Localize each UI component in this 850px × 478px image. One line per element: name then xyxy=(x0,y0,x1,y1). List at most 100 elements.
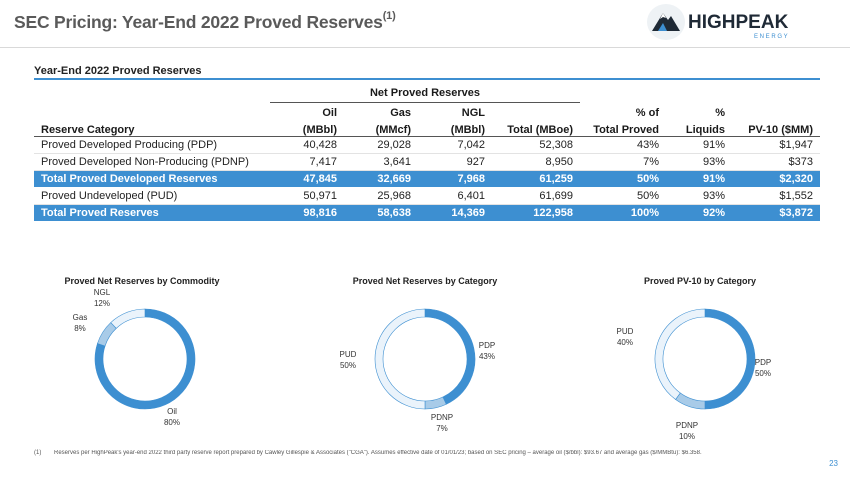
donut-label-gas: Gas 8% xyxy=(60,312,100,334)
column-header: PV-10 ($MM) xyxy=(732,119,820,137)
slice-percent: 12% xyxy=(93,299,110,308)
table-cell: 14,369 xyxy=(418,204,492,222)
column-header: (MBbl) xyxy=(270,119,344,137)
table-cell: $1,947 xyxy=(732,136,820,154)
proved-reserves-table: Net Proved Reserves Oil Gas NGL % of % R… xyxy=(34,85,820,222)
table-total-row: Total Proved Reserves 98,816 58,638 14,369 1… xyxy=(34,204,820,222)
column-header: % xyxy=(715,107,725,119)
donut-chart-pv10 xyxy=(654,308,756,410)
table-cell: 25,968 xyxy=(344,187,418,205)
slice-percent: 50% xyxy=(339,361,356,370)
table-cell: 3,641 xyxy=(344,153,418,171)
table-cell: 92% xyxy=(666,204,732,222)
table-cell: 61,259 xyxy=(492,170,580,188)
chart-title-commodity: Proved Net Reserves by Commodity xyxy=(64,276,220,286)
donut-label-oil: Oil 80% xyxy=(152,406,192,428)
slide-title: SEC Pricing: Year-End 2022 Proved Reserv… xyxy=(14,10,396,33)
table-total-row: Total Proved Developed Reserves 47,845 32,… xyxy=(34,170,820,188)
page-number: 23 xyxy=(829,459,838,468)
footnote-number: (1) xyxy=(34,450,42,456)
slice-percent: 8% xyxy=(74,324,86,333)
donut-label-pud: PUD 40% xyxy=(605,326,645,348)
column-header: (MBbl) xyxy=(418,119,492,137)
slice-percent: 43% xyxy=(478,352,495,361)
table-cell: 50% xyxy=(580,170,666,188)
slice-percent: 7% xyxy=(436,424,448,433)
donut-slice-pud xyxy=(654,308,706,400)
table-cell: 43% xyxy=(580,136,666,154)
table-cell: 7,417 xyxy=(270,153,344,171)
row-label: Proved Developed Non-Producing (PDNP) xyxy=(34,153,270,171)
table-cell: 40,428 xyxy=(270,136,344,154)
chart-title-pv10: Proved PV-10 by Category xyxy=(643,276,757,286)
title-text: SEC Pricing: Year-End 2022 Proved Reserv… xyxy=(14,12,383,32)
slide-header: SEC Pricing: Year-End 2022 Proved Reserv… xyxy=(0,0,850,46)
donut-chart-category xyxy=(374,308,476,410)
donut-label-pdnp: PDNP 7% xyxy=(422,412,462,434)
table-row: Proved Developed Producing (PDP) 40,428 29… xyxy=(34,136,820,154)
table-cell: 98,816 xyxy=(270,204,344,222)
table-cell: 50% xyxy=(580,187,666,205)
chart-title-category: Proved Net Reserves by Category xyxy=(352,276,498,286)
slice-percent: 50% xyxy=(754,369,771,378)
donut-label-pud: PUD 50% xyxy=(328,349,368,371)
column-header: (MMcf) xyxy=(344,119,418,137)
donut-slice-gas xyxy=(97,322,117,347)
column-header: Gas xyxy=(390,107,411,119)
table-cell: 8,950 xyxy=(492,153,580,171)
row-label: Total Proved Developed Reserves xyxy=(34,170,270,188)
slice-category: Gas xyxy=(72,313,88,322)
slice-percent: 80% xyxy=(163,418,180,427)
slice-category: PDP xyxy=(754,358,772,367)
table-cell: 61,699 xyxy=(492,187,580,205)
table-cell: 927 xyxy=(418,153,492,171)
highpeak-logo: HIGHPEAK E N E R G Y xyxy=(646,3,838,41)
table-cell: 58,638 xyxy=(344,204,418,222)
table-cell: 52,308 xyxy=(492,136,580,154)
table-cell: 122,958 xyxy=(492,204,580,222)
table-cell: 7% xyxy=(580,153,666,171)
column-header-row-1: Oil Gas NGL % of % xyxy=(34,102,820,119)
section-divider xyxy=(34,78,820,80)
donut-slice-pdnp xyxy=(675,392,706,410)
mountain-logo-icon: HIGHPEAK E N E R G Y xyxy=(647,4,789,40)
table-cell: 29,028 xyxy=(344,136,418,154)
column-header-row-2: Reserve Category (MBbl) (MMcf) (MBbl) To… xyxy=(34,119,820,137)
column-header: Reserve Category xyxy=(34,119,270,137)
logo-subtext: E N E R G Y xyxy=(754,34,788,40)
section-title: Year-End 2022 Proved Reserves xyxy=(34,65,202,77)
slice-category: NGL xyxy=(93,288,111,297)
table-cell: 50,971 xyxy=(270,187,344,205)
table-cell: 91% xyxy=(666,170,732,188)
slice-category: PUD xyxy=(616,327,634,336)
column-header: Liquids xyxy=(666,119,732,137)
table-cell: 100% xyxy=(580,204,666,222)
slice-category: Oil xyxy=(167,407,177,416)
donut-chart-commodity xyxy=(94,308,196,410)
table-cell: 93% xyxy=(666,153,732,171)
row-label: Proved Undeveloped (PUD) xyxy=(34,187,270,205)
donut-slice-pud xyxy=(374,308,426,410)
table-cell: $2,320 xyxy=(732,170,820,188)
table-cell: $3,872 xyxy=(732,204,820,222)
table-cell: 91% xyxy=(666,136,732,154)
donut-label-pdnp: PDNP 10% xyxy=(667,420,707,442)
group-header-row: Net Proved Reserves xyxy=(34,85,820,103)
slice-category: PUD xyxy=(339,350,357,359)
slice-percent: 10% xyxy=(678,432,695,441)
title-footnote-ref: (1) xyxy=(382,10,396,23)
table-cell: 7,968 xyxy=(418,170,492,188)
donut-slice-pdnp xyxy=(424,396,447,410)
table-cell: 7,042 xyxy=(418,136,492,154)
slice-category: PDNP xyxy=(430,413,454,422)
column-header: Oil xyxy=(322,107,337,119)
donut-slice-ngl xyxy=(110,308,146,329)
table-cell: 6,401 xyxy=(418,187,492,205)
slice-category: PDP xyxy=(478,341,496,350)
column-header: Total Proved xyxy=(580,119,666,137)
table-cell: 93% xyxy=(666,187,732,205)
group-header-net-proved-reserves: Net Proved Reserves xyxy=(270,85,580,103)
donut-label-ngl: NGL 12% xyxy=(82,287,122,309)
table-row: Proved Undeveloped (PUD) 50,971 25,968 6,40… xyxy=(34,187,820,205)
column-header: Total (MBoe) xyxy=(492,119,580,137)
